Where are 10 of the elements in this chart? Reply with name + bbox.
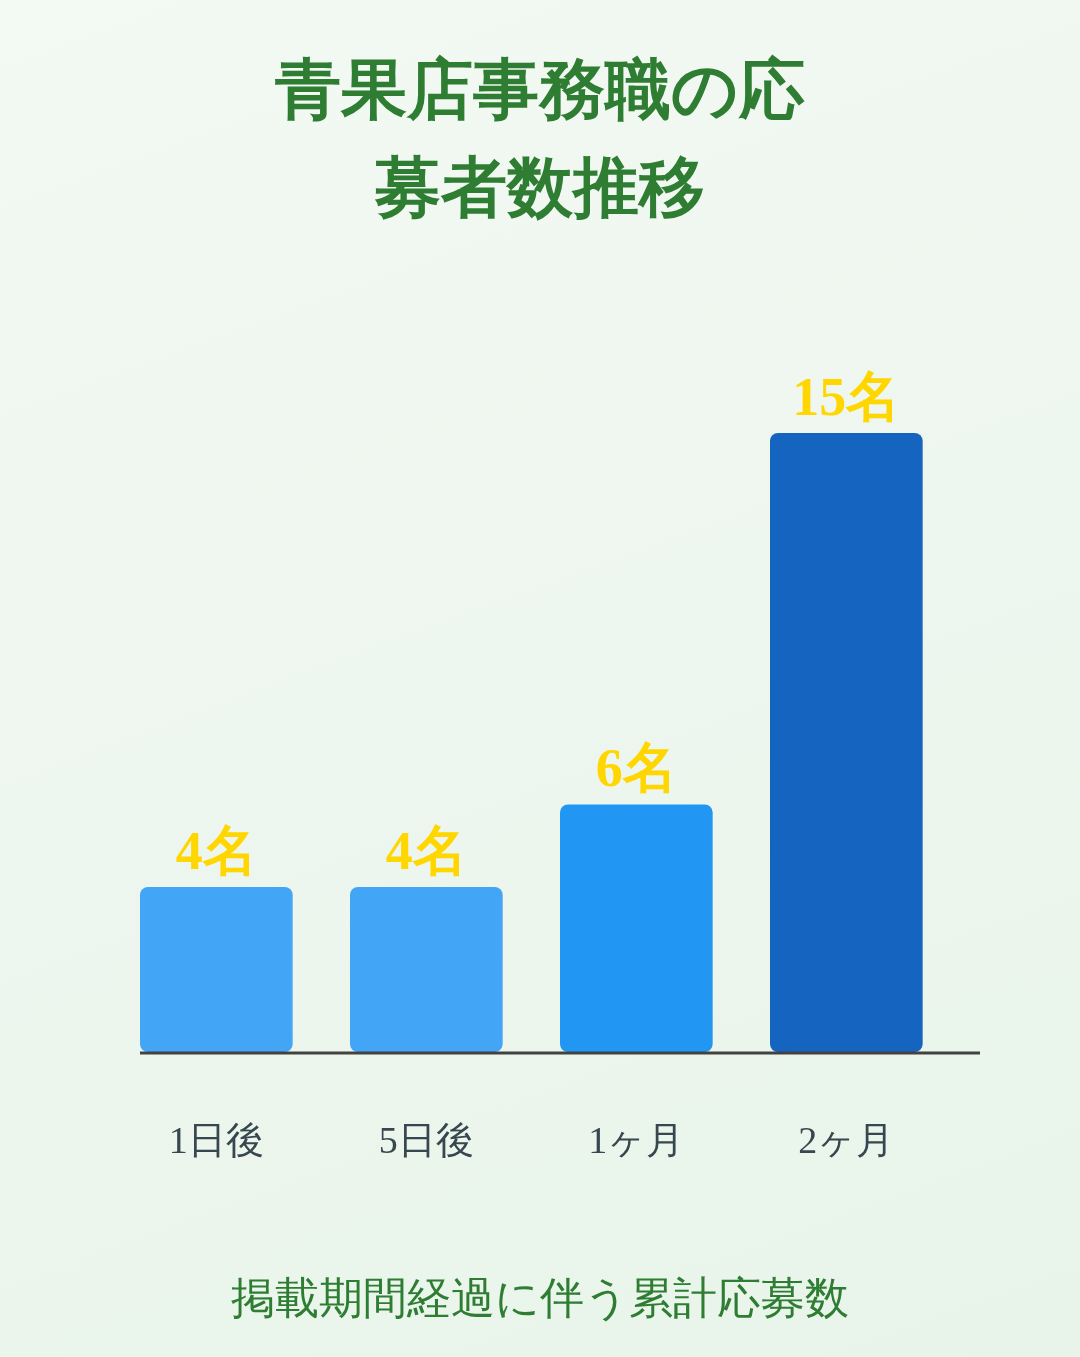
x-tick-label: 2ヶ月 xyxy=(798,1119,895,1161)
x-tick-label: 1ヶ月 xyxy=(588,1119,685,1161)
data-label: 4名 xyxy=(175,820,257,881)
data-label: 6名 xyxy=(595,738,677,799)
chart-title: 青果店事務職の応募者数推移 xyxy=(274,51,806,226)
x-tick-label: 5日後 xyxy=(378,1119,474,1161)
x-axis-title: 掲載期間経過に伴う累計応募数 xyxy=(231,1273,849,1322)
data-label: 15名 xyxy=(792,367,901,427)
data-label: 4名 xyxy=(385,820,467,881)
x-tick-label: 1日後 xyxy=(168,1119,264,1161)
